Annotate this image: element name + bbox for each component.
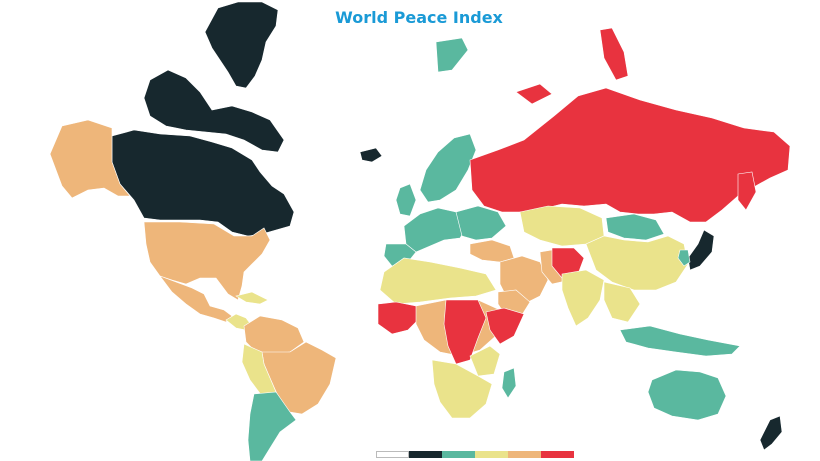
legend-swatch: [541, 451, 574, 458]
region-scandinavia[interactable]: [419, 133, 477, 203]
region-southern-africa[interactable]: [431, 359, 493, 419]
region-china[interactable]: [585, 235, 689, 291]
legend-swatch: [442, 451, 475, 458]
region-arctic-islands[interactable]: [143, 69, 285, 153]
region-new-zealand[interactable]: [759, 415, 783, 451]
region-kazakhstan[interactable]: [519, 205, 605, 247]
region-mexico[interactable]: [159, 275, 233, 323]
region-indonesia[interactable]: [619, 325, 741, 357]
map-title: World Peace Index: [335, 8, 503, 27]
region-iceland[interactable]: [359, 147, 383, 163]
region-india[interactable]: [561, 269, 605, 327]
legend-swatch: [508, 451, 541, 458]
region-east-africa[interactable]: [469, 345, 501, 377]
legend: [376, 451, 574, 458]
region-horn-of-africa[interactable]: [485, 307, 525, 345]
region-korea[interactable]: [677, 249, 691, 267]
region-siberian-islands[interactable]: [515, 83, 553, 105]
region-kamchatka[interactable]: [737, 171, 757, 211]
legend-swatch: [409, 451, 442, 458]
legend-swatch: [376, 451, 409, 458]
region-alaska[interactable]: [49, 119, 131, 199]
region-japan[interactable]: [687, 229, 715, 271]
region-eastern-europe[interactable]: [455, 205, 507, 241]
region-canada[interactable]: [111, 129, 295, 237]
region-mongolia[interactable]: [605, 213, 665, 241]
region-greenland[interactable]: [204, 1, 279, 89]
region-sudan-congo[interactable]: [443, 299, 487, 365]
region-southern-cone[interactable]: [247, 391, 297, 461]
region-turkey[interactable]: [469, 239, 515, 263]
region-north-africa[interactable]: [379, 257, 497, 305]
region-novaya-zemlya[interactable]: [599, 27, 629, 81]
region-uk[interactable]: [395, 183, 417, 217]
region-australia[interactable]: [647, 369, 727, 421]
region-se-asia[interactable]: [603, 281, 641, 323]
region-madagascar[interactable]: [501, 367, 517, 399]
region-svalbard[interactable]: [435, 37, 469, 73]
region-west-africa[interactable]: [377, 301, 421, 335]
region-caribbean[interactable]: [235, 291, 269, 305]
legend-swatch: [475, 451, 508, 458]
